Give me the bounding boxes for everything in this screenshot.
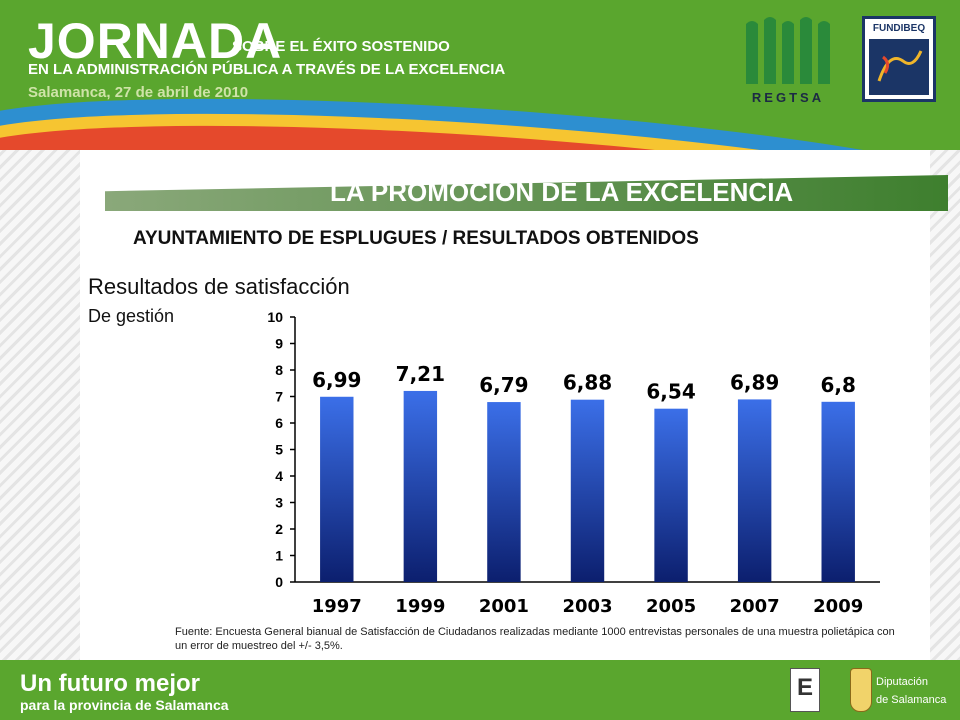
y-tick-label: 6 — [275, 415, 283, 431]
y-tick-label: 9 — [275, 336, 283, 352]
x-tick-label-2003: 2003 — [562, 596, 612, 617]
excellence-e-logo-letter: E — [796, 674, 813, 701]
y-tick-label: 0 — [275, 574, 283, 590]
data-label-2009: 6,8 — [820, 373, 855, 397]
footer-slogan-sub: para la provincia de Salamanca — [20, 697, 229, 713]
x-tick-label-1999: 1999 — [395, 596, 445, 617]
bar-2009 — [821, 401, 855, 582]
results-subtitle: De gestión — [88, 306, 175, 326]
diputacion-crest-icon — [850, 668, 872, 712]
bar-1997 — [320, 396, 354, 582]
data-label-2003: 6,88 — [563, 371, 612, 395]
y-tick-label: 10 — [267, 309, 283, 325]
x-tick-label-2009: 2009 — [813, 596, 863, 617]
fundibeq-emblem-icon — [869, 39, 929, 95]
diputacion-logo-text-line2: de Salamanca — [876, 694, 947, 706]
event-date: Salamanca, 27 de abril de 2010 — [28, 84, 249, 101]
source-note: Fuente: Encuesta General bianual de Sati… — [175, 626, 895, 653]
satisfaction-bar-chart: 0 1 2 3 4 5 6 7 8 9 10 6,99 1997 7,21 1999 6,79 2001 6,88… — [267, 309, 880, 617]
bar-1999 — [403, 390, 438, 582]
regtsa-logo-text: REGTSA — [751, 90, 825, 105]
section-title: LA PROMOCIÓN DE LA EXCELENCIA — [330, 177, 794, 207]
diputacion-logo-text-line1: Diputación — [876, 676, 928, 688]
y-tick-label: 8 — [275, 362, 283, 378]
event-subtitle-line2: EN LA ADMINISTRACIÓN PÚBLICA A TRAVÉS DE… — [28, 61, 506, 78]
data-label-2001: 6,79 — [479, 373, 528, 397]
bar-2007 — [737, 399, 772, 582]
x-tick-label-2007: 2007 — [730, 596, 780, 617]
footer-slogan: Un futuro mejor — [20, 670, 200, 697]
event-title: JORNADA — [28, 13, 283, 69]
event-subtitle-line1: SOBRE EL ÉXITO SOSTENIDO — [232, 38, 450, 55]
y-tick-label: 2 — [275, 521, 283, 537]
data-label-2005: 6,54 — [646, 380, 695, 404]
y-tick-label: 1 — [275, 548, 283, 564]
fundibeq-logo-text: FUNDIBEQ — [872, 23, 926, 34]
bar-2003 — [570, 399, 605, 582]
section-subtitle: AYUNTAMIENTO DE ESPLUGUES / RESULTADOS O… — [133, 228, 699, 249]
y-tick-label: 4 — [275, 468, 283, 484]
data-label-1997: 6,99 — [312, 368, 361, 392]
fundibeq-logo: FUNDIBEQ — [862, 16, 936, 102]
results-title: Resultados de satisfacción — [88, 274, 350, 299]
x-tick-label-2005: 2005 — [646, 596, 696, 617]
y-tick-label: 3 — [275, 495, 283, 511]
data-label-2007: 6,89 — [730, 370, 779, 394]
excellence-e-logo: E — [790, 668, 820, 712]
data-label-1999: 7,21 — [396, 362, 445, 386]
bar-2001 — [487, 402, 521, 582]
x-tick-label-2001: 2001 — [479, 596, 529, 617]
x-tick-label-1997: 1997 — [312, 596, 362, 617]
y-tick-label: 5 — [275, 442, 283, 458]
regtsa-logo — [746, 17, 830, 84]
bar-2005 — [654, 408, 688, 582]
y-tick-label: 7 — [275, 389, 283, 405]
